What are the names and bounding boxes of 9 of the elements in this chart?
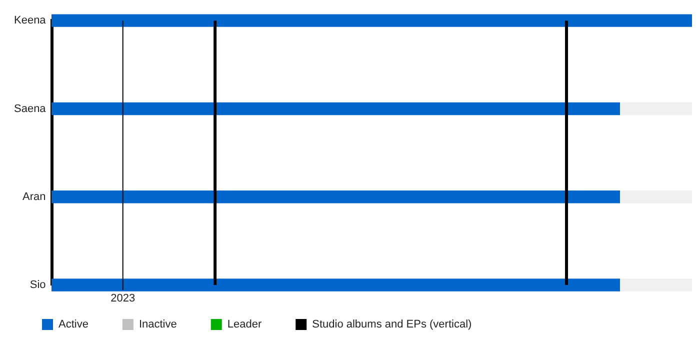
y-tick-label: Aran bbox=[22, 190, 46, 203]
y-tick-label: Saena bbox=[14, 102, 47, 115]
legend-label: Inactive bbox=[138, 318, 177, 331]
legend-label: Active bbox=[58, 318, 88, 331]
text: 2023 bbox=[110, 292, 136, 305]
y-tick-label: Sio bbox=[30, 279, 46, 292]
legend-label: Studio albums and EPs (vertical) bbox=[312, 318, 472, 331]
y-tick-label: Keena bbox=[14, 14, 47, 27]
legend-label: Leader bbox=[227, 318, 262, 331]
